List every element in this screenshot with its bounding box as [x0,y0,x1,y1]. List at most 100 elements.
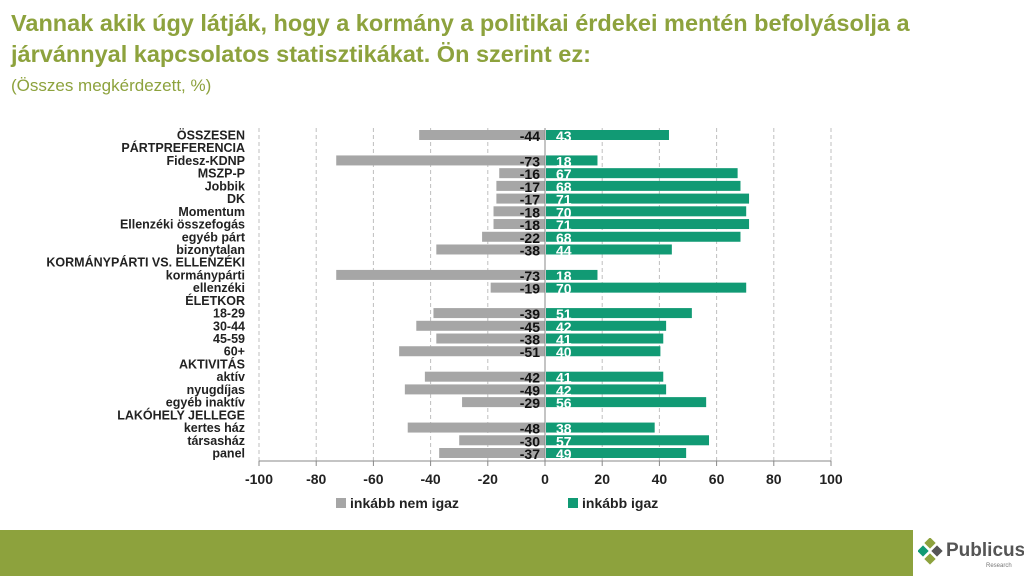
data-label-pos: 18 [556,268,572,284]
bar-pos [546,371,664,382]
bar-neg [424,371,545,382]
data-label-neg: -18 [520,217,540,233]
bar-pos [546,155,598,166]
data-label-neg: -51 [520,344,540,360]
bar-neg [336,155,545,166]
bar-pos [546,269,598,280]
data-label-neg: -38 [520,242,540,258]
x-tick-label: -60 [363,471,383,487]
x-tick-label: -20 [478,471,498,487]
bar-neg [419,130,545,140]
data-label-pos: 68 [556,179,572,195]
data-label-neg: -45 [520,319,540,335]
x-tick-label: -40 [420,471,440,487]
bar-pos [546,320,667,331]
bar-neg [496,193,545,204]
data-label-pos: 67 [556,166,572,182]
data-label-pos: 40 [556,344,572,360]
category-label: MSZP-P [198,167,245,181]
bar-pos [546,180,741,191]
category-label: ÉLETKOR [185,293,245,308]
category-label: kertes ház [184,421,245,435]
category-label: 45-59 [213,332,245,346]
x-tick-label: 80 [766,471,782,487]
bar-pos [546,244,672,255]
category-label: társasház [187,434,245,448]
bar-pos [546,219,750,230]
category-label: Ellenzéki összefogás [120,218,245,232]
data-label-neg: -22 [520,230,540,246]
legend-label-pos: inkább igaz [582,495,658,511]
data-label-neg: -44 [520,128,540,144]
x-tick-label: 60 [709,471,725,487]
category-label: egyéb párt [182,230,246,244]
data-label-neg: -19 [520,281,540,297]
category-label: ÖSSZESEN [177,128,245,143]
bar-pos [546,206,747,217]
data-label-pos: 56 [556,395,572,411]
bar-pos [546,130,669,140]
bar-neg [399,346,545,357]
bar-neg [436,244,545,255]
data-label-pos: 71 [556,192,572,208]
category-label: kormánypárti [166,268,245,282]
bar-neg [490,282,545,293]
bar-pos [546,282,747,293]
diamond-logo-icon [918,538,943,565]
category-label: nyugdíjas [187,383,245,397]
bar-neg [404,384,545,395]
bar-pos [546,435,710,446]
x-tick-label: 100 [819,471,843,487]
bar-neg [459,435,545,446]
data-label-neg: -17 [520,179,540,195]
legend-label-neg: inkább nem igaz [350,495,459,511]
data-label-neg: -73 [520,268,540,284]
category-label: 18-29 [213,307,245,321]
category-label: Jobbik [205,179,245,193]
chart-subtitle: (Összes megkérdezett, %) [11,76,212,95]
category-label: bizonytalan [176,243,245,257]
bar-neg [493,219,545,230]
data-label-neg: -17 [520,192,540,208]
data-label-neg: -18 [520,204,540,220]
data-label-pos: 42 [556,319,572,335]
bar-pos [546,193,750,204]
chart-title: Vannak akik úgy látják, hogy a kormány a… [11,10,910,67]
x-tick-label: -100 [245,471,273,487]
data-label-neg: -29 [520,395,540,411]
bar-neg [496,180,545,191]
bar-neg [462,397,545,408]
category-label: AKTIVITÁS [179,356,245,371]
bar-pos [546,333,664,344]
bar-pos [546,231,741,242]
bar-pos [546,346,661,357]
category-label: ellenzéki [193,281,245,295]
data-label-pos: 68 [556,230,572,246]
bar-neg [493,206,545,217]
data-label-pos: 43 [556,128,572,144]
category-label: DK [227,192,245,206]
x-tick-label: 20 [594,471,610,487]
bar-neg [482,231,545,242]
data-label-pos: 70 [556,204,572,220]
category-label: panel [212,447,245,461]
category-label: KORMÁNYPÁRTI VS. ELLENZÉKI [46,255,245,270]
bar-pos [546,384,667,395]
category-label: 60+ [224,345,245,359]
footer-band [0,530,913,576]
data-label-neg: -73 [520,153,540,169]
bar-neg [433,308,545,319]
legend-swatch-pos [568,498,578,508]
data-label-neg: -42 [520,370,540,386]
category-label: PÁRTPREFERENCIA [121,140,245,155]
data-label-neg: -39 [520,306,540,322]
data-label-neg: -48 [520,421,540,437]
data-label-pos: 51 [556,306,572,322]
x-tick-label: 40 [652,471,668,487]
bar-neg [436,333,545,344]
bar-neg [336,269,545,280]
data-label-neg: -37 [520,446,540,462]
data-label-pos: 57 [556,433,572,449]
publicus-logo: Publicus Research [918,538,1024,574]
category-label: 30-44 [213,319,245,333]
